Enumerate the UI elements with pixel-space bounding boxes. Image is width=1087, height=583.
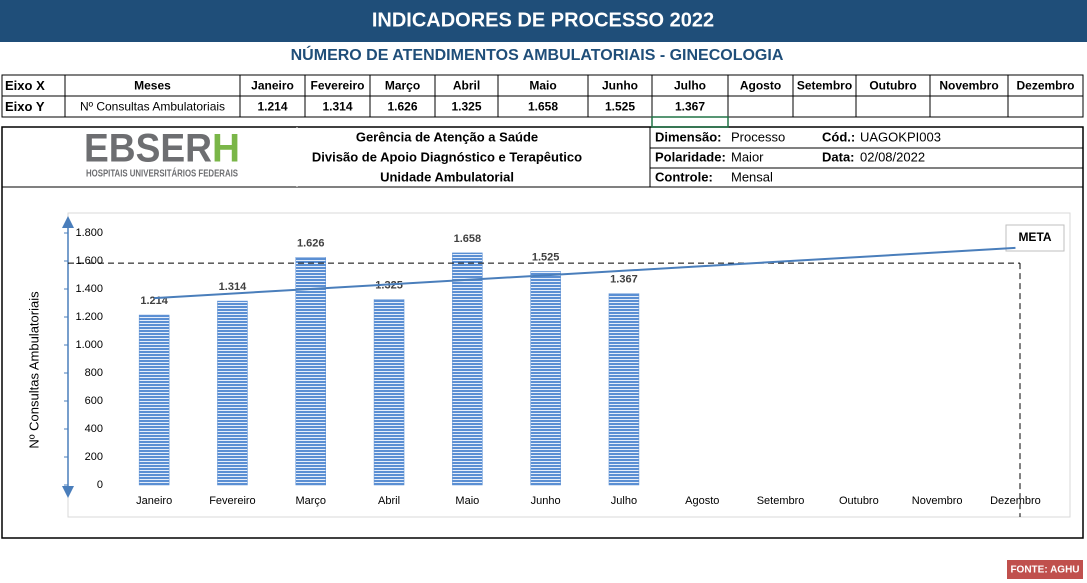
table-value: Nº Consultas Ambulatoriais <box>80 100 225 114</box>
data-label: 1.658 <box>454 233 482 245</box>
table-value: 1.658 <box>528 100 558 114</box>
info-label: Dimensão: <box>655 129 721 144</box>
table-value: 1.314 <box>322 100 352 114</box>
x-tick-label: Setembro <box>757 495 805 507</box>
y-tick-label: 0 <box>97 479 103 491</box>
x-tick-label: Agosto <box>685 495 719 507</box>
x-tick-label: Novembro <box>912 495 963 507</box>
title-bar <box>0 0 1087 42</box>
info-label: Controle: <box>655 169 713 184</box>
info-value: 02/08/2022 <box>860 149 925 164</box>
table-header: Novembro <box>939 79 998 93</box>
table-header: Abril <box>453 79 480 93</box>
y-tick-label: 1.400 <box>75 283 103 295</box>
y-tick-label: 1.000 <box>75 339 103 351</box>
table-header: Meses <box>134 79 171 93</box>
unit-line: Gerência de Atenção a Saúde <box>356 129 538 144</box>
x-tick-label: Junho <box>531 495 561 507</box>
y-tick-label: 200 <box>85 451 103 463</box>
y-tick-label: 600 <box>85 395 103 407</box>
bar <box>452 252 483 486</box>
data-label: 1.314 <box>219 281 247 293</box>
table-cell <box>1007 95 1084 118</box>
table-value: Eixo Y <box>5 99 45 114</box>
x-tick-label: Março <box>295 495 326 507</box>
logo-tagline: HOSPITAIS UNIVERSITÁRIOS FEDERAIS <box>86 167 238 180</box>
bar <box>373 299 405 486</box>
x-tick-label: Dezembro <box>990 495 1041 507</box>
info-value: UAGOKPI003 <box>860 129 941 144</box>
info-label: Data: <box>822 149 855 164</box>
bar <box>530 271 561 486</box>
bar <box>217 300 248 486</box>
table-value: 1.214 <box>257 100 287 114</box>
y-tick-label: 400 <box>85 423 103 435</box>
table-header: Outubro <box>869 79 916 93</box>
table-value: 1.325 <box>451 100 481 114</box>
bar <box>295 257 326 486</box>
page-title: INDICADORES DE PROCESSO 2022 <box>372 9 714 31</box>
x-tick-label: Maio <box>455 495 479 507</box>
table-cell <box>855 95 931 118</box>
panel-border <box>1 126 1084 539</box>
y-tick-label: 1.800 <box>75 227 103 239</box>
x-tick-label: Fevereiro <box>209 495 255 507</box>
x-tick-label: Abril <box>378 495 400 507</box>
info-value: Processo <box>731 129 785 144</box>
table-cell <box>727 95 794 118</box>
info-label: Cód.: <box>822 129 855 144</box>
info-value: Maior <box>731 149 764 164</box>
table-cell <box>792 95 857 118</box>
data-label: 1.626 <box>297 237 325 249</box>
y-axis-label: Nº Consultas Ambulatoriais <box>26 291 41 449</box>
table-header: Dezembro <box>1016 79 1074 93</box>
table-header: Janeiro <box>251 79 294 93</box>
data-label: 1.367 <box>610 274 638 286</box>
footer-label: FONTE: AGHU <box>1010 565 1079 576</box>
table-header: Fevereiro <box>310 79 364 93</box>
meta-box <box>1005 224 1065 252</box>
table-value: 1.367 <box>675 100 705 114</box>
footer-box <box>1007 560 1083 579</box>
bar <box>138 314 170 486</box>
table-header: Maio <box>529 79 556 93</box>
info-label: Polaridade: <box>655 149 726 164</box>
logo-main: EBSER <box>84 127 212 171</box>
unit-line: Unidade Ambulatorial <box>380 169 514 184</box>
table-header: Eixo X <box>5 78 45 93</box>
y-tick-label: 800 <box>85 367 103 379</box>
logo-accent: H <box>212 127 240 171</box>
data-label: 1.525 <box>532 251 560 263</box>
info-value: Mensal <box>731 169 773 184</box>
table-header: Junho <box>602 79 638 93</box>
meta-label: META <box>1018 230 1051 244</box>
bar <box>608 293 640 486</box>
table-header: Setembro <box>797 79 852 93</box>
table-header: Julho <box>674 79 706 93</box>
y-tick-label: 1.200 <box>75 311 103 323</box>
page-subtitle: NÚMERO DE ATENDIMENTOS AMBULATORIAIS - G… <box>291 45 784 64</box>
selected-cell <box>651 116 729 128</box>
y-tick-label: 1.600 <box>75 255 103 267</box>
trendline <box>154 246 1016 300</box>
table-header: Março <box>385 79 420 93</box>
x-tick-label: Janeiro <box>136 495 172 507</box>
table-value: 1.626 <box>387 100 417 114</box>
x-tick-label: Julho <box>611 495 637 507</box>
x-tick-label: Outubro <box>839 495 879 507</box>
table-header: Agosto <box>740 79 781 93</box>
table-cell <box>929 95 1009 118</box>
table-value: 1.525 <box>605 100 635 114</box>
unit-line: Divisão de Apoio Diagnóstico e Terapêuti… <box>312 149 582 164</box>
